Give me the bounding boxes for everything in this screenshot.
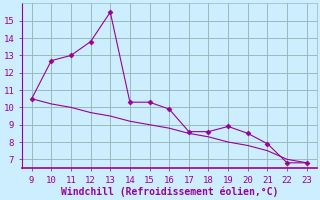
X-axis label: Windchill (Refroidissement éolien,°C): Windchill (Refroidissement éolien,°C) (60, 186, 278, 197)
